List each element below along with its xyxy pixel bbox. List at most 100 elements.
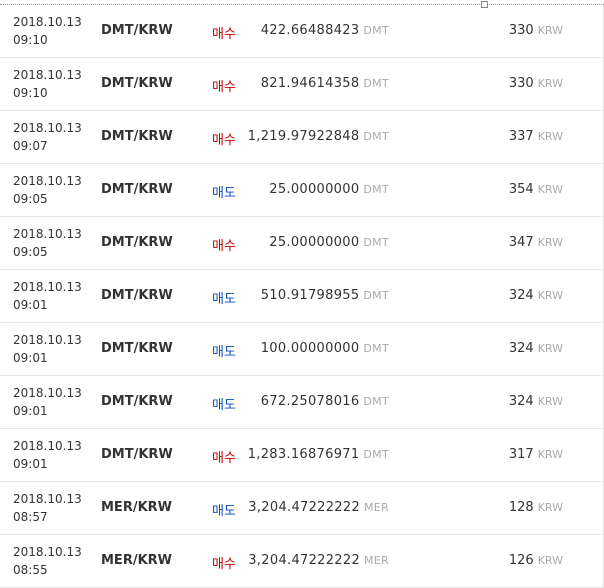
price-unit: KRW [537, 130, 563, 143]
price-value: 324 [508, 341, 534, 356]
trade-pair: DMT/KRW [101, 76, 173, 91]
trade-pair: DMT/KRW [101, 23, 173, 38]
trade-pair: DMT/KRW [101, 341, 173, 356]
trade-time: 09:10 [13, 86, 48, 100]
trade-date: 2018.10.13 [13, 280, 82, 294]
quantity-value: 100.00000000 [260, 341, 360, 356]
price-value: 337 [508, 129, 534, 144]
price-value: 330 [508, 76, 534, 91]
trade-quantity: 1,283.16876971 DMT [248, 447, 389, 462]
quantity-unit: DMT [363, 130, 389, 143]
price-value: 324 [508, 394, 534, 409]
price-value: 126 [508, 553, 534, 568]
trade-pair: DMT/KRW [101, 394, 173, 409]
trade-time: 09:10 [13, 33, 48, 47]
quantity-value: 25.00000000 [269, 182, 360, 197]
trade-datetime: 2018.10.13 09:01 [13, 278, 82, 314]
trade-quantity: 3,204.47222222 MER [248, 500, 389, 515]
trade-side: 매도 [212, 504, 236, 519]
price-unit: KRW [537, 554, 563, 567]
trade-time: 09:01 [13, 351, 48, 365]
quantity-value: 422.66488423 [260, 23, 360, 38]
trade-side: 매수 [212, 451, 236, 466]
quantity-unit: DMT [363, 342, 389, 355]
trade-pair: DMT/KRW [101, 129, 173, 144]
price-unit: KRW [537, 183, 563, 196]
trade-price: 128 KRW [509, 500, 563, 515]
quantity-unit: MER [364, 554, 389, 567]
trade-datetime: 2018.10.13 08:57 [13, 490, 82, 526]
quantity-unit: DMT [363, 448, 389, 461]
trade-row[interactable]: 2018.10.13 08:55 MER/KRW 매수 3,204.4722222… [0, 535, 603, 588]
quantity-unit: DMT [363, 183, 389, 196]
trade-date: 2018.10.13 [13, 15, 82, 29]
trade-row[interactable]: 2018.10.13 09:07 DMT/KRW 매수 1,219.9792284… [0, 111, 603, 164]
trade-row[interactable]: 2018.10.13 09:01 DMT/KRW 매도 100.00000000 D… [0, 323, 603, 376]
trade-datetime: 2018.10.13 09:01 [13, 437, 82, 473]
trade-datetime: 2018.10.13 09:01 [13, 384, 82, 420]
price-unit: KRW [537, 289, 563, 302]
quantity-value: 1,283.16876971 [247, 447, 360, 462]
trade-row[interactable]: 2018.10.13 09:01 DMT/KRW 매도 672.25078016 D… [0, 376, 603, 429]
trade-date: 2018.10.13 [13, 439, 82, 453]
trade-price: 337 KRW [509, 129, 563, 144]
price-value: 354 [508, 182, 534, 197]
quantity-value: 1,219.97922848 [247, 129, 360, 144]
trade-price: 354 KRW [509, 182, 563, 197]
price-unit: KRW [537, 77, 563, 90]
trade-quantity: 821.94614358 DMT [261, 76, 389, 91]
trade-row[interactable]: 2018.10.13 09:10 DMT/KRW 매수 422.66488423 D… [0, 5, 603, 58]
trade-quantity: 25.00000000 DMT [269, 235, 389, 250]
trade-datetime: 2018.10.13 09:10 [13, 66, 82, 102]
quantity-unit: DMT [363, 289, 389, 302]
trade-side: 매수 [212, 239, 236, 254]
trade-date: 2018.10.13 [13, 333, 82, 347]
trade-price: 347 KRW [509, 235, 563, 250]
trade-price: 324 KRW [509, 288, 563, 303]
trade-row[interactable]: 2018.10.13 09:10 DMT/KRW 매수 821.94614358 D… [0, 58, 603, 111]
quantity-unit: MER [364, 501, 389, 514]
trade-price: 126 KRW [509, 553, 563, 568]
trade-pair: MER/KRW [101, 553, 172, 568]
price-unit: KRW [537, 342, 563, 355]
price-unit: KRW [537, 24, 563, 37]
trade-side: 매도 [212, 186, 236, 201]
trade-time: 09:05 [13, 192, 48, 206]
trade-pair: DMT/KRW [101, 447, 173, 462]
trade-side: 매수 [212, 557, 236, 572]
trade-date: 2018.10.13 [13, 174, 82, 188]
quantity-unit: DMT [363, 236, 389, 249]
trade-row[interactable]: 2018.10.13 09:05 DMT/KRW 매도 25.00000000 DM… [0, 164, 603, 217]
trade-time: 09:05 [13, 245, 48, 259]
trade-datetime: 2018.10.13 09:10 [13, 13, 82, 49]
trade-quantity: 25.00000000 DMT [269, 182, 389, 197]
trade-row[interactable]: 2018.10.13 09:01 DMT/KRW 매도 510.91798955 D… [0, 270, 603, 323]
top-border [0, 4, 604, 5]
trade-row[interactable]: 2018.10.13 09:05 DMT/KRW 매수 25.00000000 DM… [0, 217, 603, 270]
quantity-value: 25.00000000 [269, 235, 360, 250]
trade-pair: DMT/KRW [101, 235, 173, 250]
trade-history-list: 2018.10.13 09:10 DMT/KRW 매수 422.66488423 D… [0, 5, 604, 588]
trade-date: 2018.10.13 [13, 68, 82, 82]
trade-row[interactable]: 2018.10.13 08:57 MER/KRW 매도 3,204.4722222… [0, 482, 603, 535]
trade-side: 매수 [212, 133, 236, 148]
trade-datetime: 2018.10.13 09:05 [13, 172, 82, 208]
quantity-unit: DMT [363, 77, 389, 90]
trade-quantity: 510.91798955 DMT [261, 288, 389, 303]
trade-pair: DMT/KRW [101, 182, 173, 197]
quantity-value: 3,204.47222222 [248, 553, 361, 568]
resize-handle[interactable] [481, 1, 488, 8]
trade-quantity: 1,219.97922848 DMT [248, 129, 389, 144]
trade-time: 09:01 [13, 457, 48, 471]
trade-side: 매도 [212, 292, 236, 307]
price-unit: KRW [537, 448, 563, 461]
trade-time: 09:01 [13, 298, 48, 312]
trade-quantity: 672.25078016 DMT [261, 394, 389, 409]
quantity-value: 510.91798955 [260, 288, 360, 303]
trade-price: 324 KRW [509, 394, 563, 409]
trade-row[interactable]: 2018.10.13 09:01 DMT/KRW 매수 1,283.1687697… [0, 429, 603, 482]
trade-price: 324 KRW [509, 341, 563, 356]
trade-quantity: 422.66488423 DMT [261, 23, 389, 38]
trade-datetime: 2018.10.13 09:01 [13, 331, 82, 367]
trade-price: 330 KRW [509, 76, 563, 91]
